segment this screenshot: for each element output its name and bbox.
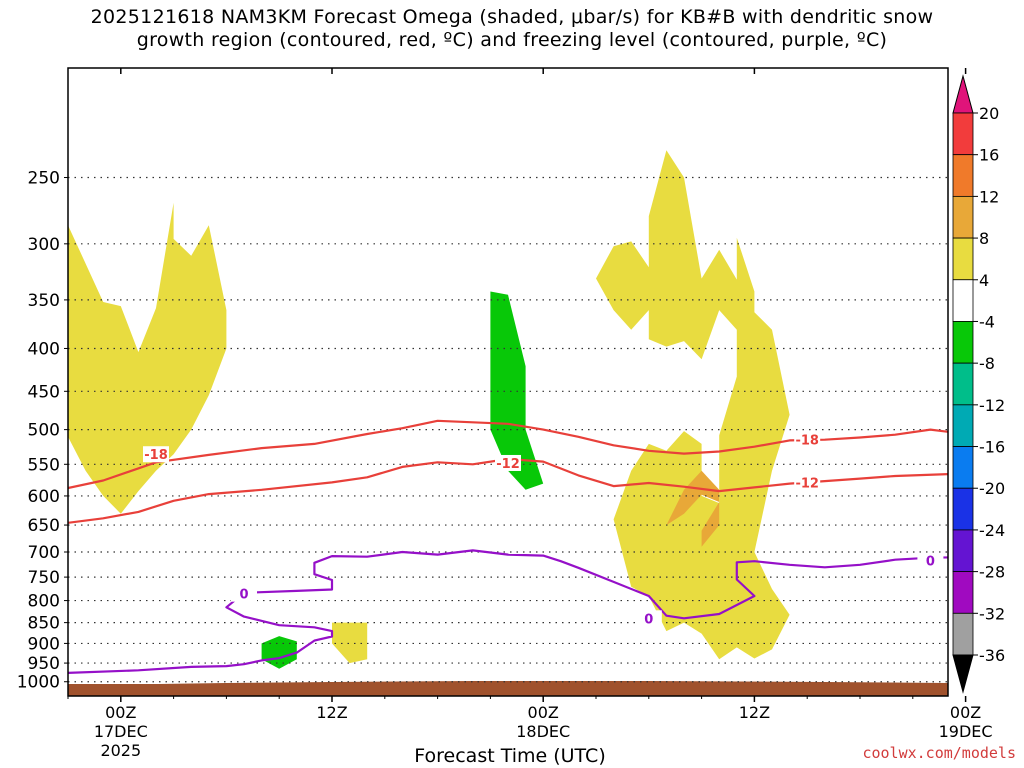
colorbar-label-11: -28 [979, 563, 1005, 582]
colorbar-swatch-5 [952, 321, 974, 364]
y-tick-label-950: 950 [28, 654, 60, 674]
contour-label-0-1: -18 [795, 434, 819, 449]
terrain-surface [68, 681, 948, 696]
y-tick-label-900: 900 [28, 634, 60, 654]
x-axis-title: Forecast Time (UTC) [414, 745, 606, 767]
contour-label-bg-0-0 [143, 446, 169, 463]
omega-shaded-region-0 [68, 202, 227, 514]
x-tick-label-36: 12Z [739, 703, 770, 722]
y-tick-label-300: 300 [28, 235, 60, 255]
colorbar-label-3: 8 [979, 229, 989, 248]
colorbar-label-0: 20 [979, 104, 999, 123]
contour-label-bg-2-1 [635, 610, 662, 627]
colorbar-swatch-0 [952, 112, 974, 156]
colorbar-label-8: -16 [979, 438, 1005, 457]
colorbar-swatch-2 [952, 195, 974, 239]
colorbar-label-6: -8 [979, 354, 995, 373]
chart-title-line2: growth region (contoured, red, ºC) and f… [136, 29, 888, 51]
contour-label-bg-0-1 [794, 431, 821, 448]
contour-label-2-0: 0 [239, 588, 248, 603]
y-tick-label-1000: 1000 [17, 673, 60, 693]
contour-line-1 [68, 457, 948, 524]
colorbar-swatch-9 [952, 487, 974, 531]
contour-line-2 [68, 549, 948, 674]
colorbar-label-9: -20 [979, 479, 1005, 498]
x-tick-date-24: 18DEC [516, 722, 570, 741]
colorbar-swatch-6 [952, 362, 974, 406]
y-tick-label-250: 250 [28, 169, 60, 189]
y-tick-label-450: 450 [28, 382, 60, 402]
contour-label-2-1: 0 [644, 612, 653, 627]
x-tick-label-12: 12Z [316, 703, 347, 722]
colorbar-top-arrow [952, 74, 974, 114]
x-tick-label-48: 00Z [950, 703, 981, 722]
omega-shaded-region-6 [261, 636, 297, 669]
colorbar-label-12: -32 [979, 604, 1005, 623]
y-tick-label-550: 550 [28, 455, 60, 475]
chart-title-line1: 2025121618 NAM3KM Forecast Omega (shaded… [90, 6, 934, 28]
colorbar-label-10: -24 [979, 521, 1005, 540]
contour-label-bg-2-2 [917, 552, 944, 569]
colorbar-swatch-7 [952, 404, 974, 447]
colorbar-swatch-1 [952, 154, 974, 197]
contour-label-bg-2-0 [231, 585, 257, 602]
omega-shaded-region-5 [490, 291, 544, 490]
colorbar-label-4: 4 [979, 271, 989, 290]
contour-label-1-0: -12 [496, 457, 520, 472]
colorbar-swatch-8 [952, 446, 974, 489]
x-tick-date-0: 17DEC [94, 722, 148, 741]
contour-label-2-2: 0 [926, 555, 935, 570]
colorbar-swatch-4 [952, 279, 974, 322]
y-tick-label-400: 400 [28, 339, 60, 359]
y-tick-label-800: 800 [28, 592, 60, 612]
y-tick-label-350: 350 [28, 291, 60, 311]
colorbar-label-5: -4 [979, 312, 995, 331]
y-tick-label-850: 850 [28, 614, 60, 634]
omega-shaded-region-1 [596, 150, 790, 660]
y-tick-label-500: 500 [28, 421, 60, 441]
contour-label-1-1: -12 [795, 476, 819, 491]
x-tick-date-48: 19DEC [939, 722, 993, 741]
y-tick-label-700: 700 [28, 543, 60, 563]
colorbar-label-13: -36 [979, 646, 1005, 665]
plot-frame [67, 67, 949, 697]
colorbar-swatch-11 [952, 571, 974, 614]
credit-text: coolwx.com/models [862, 744, 1016, 762]
colorbar-swatch-3 [952, 237, 974, 281]
y-tick-label-650: 650 [28, 516, 60, 536]
colorbar-bottom-arrow [952, 654, 974, 694]
x-tick-label-24: 00Z [528, 703, 559, 722]
contour-label-bg-1-0 [495, 454, 521, 471]
contour-label-0-0: -18 [144, 448, 168, 463]
colorbar-label-7: -12 [979, 396, 1005, 415]
colorbar-swatch-12 [952, 612, 974, 656]
colorbar-label-1: 16 [979, 146, 999, 165]
y-tick-label-750: 750 [28, 568, 60, 588]
x-tick-year-0: 2025 [100, 741, 141, 760]
plot-area: -18 -18 -12 -12 0 0 0 [68, 150, 948, 696]
contour-line-0 [68, 419, 948, 490]
omega-shaded-region-3 [332, 622, 368, 664]
x-tick-label-0: 00Z [105, 703, 136, 722]
colorbar-label-2: 12 [979, 187, 999, 206]
colorbar-swatch-10 [952, 529, 974, 573]
contour-label-bg-1-1 [794, 474, 821, 491]
y-tick-label-600: 600 [28, 487, 60, 507]
